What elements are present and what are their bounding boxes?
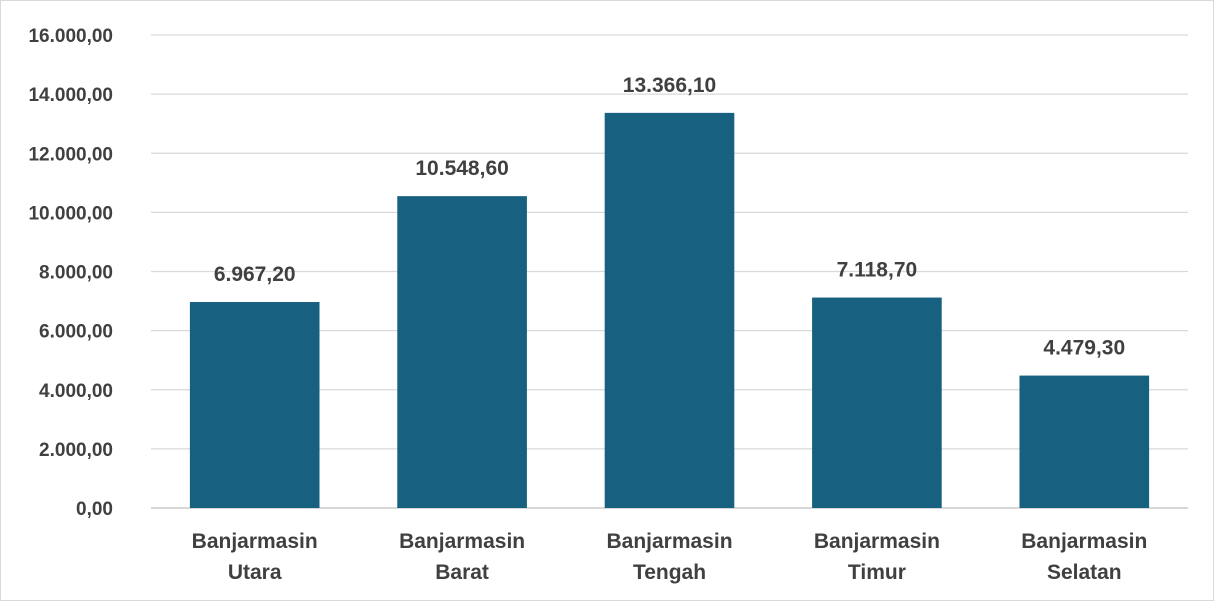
data-label: 10.548,60 bbox=[415, 157, 508, 180]
y-axis-ticks: 0,00 2.000,00 4.000,00 6.000,00 8.000,00 10.0… bbox=[28, 26, 113, 520]
y-tick-label: 10.000,00 bbox=[28, 203, 113, 224]
x-tick-label: Banjarmasin bbox=[606, 530, 732, 553]
y-tick-label: 16.000,00 bbox=[28, 26, 113, 47]
x-tick-label: Timur bbox=[848, 561, 906, 584]
bar bbox=[812, 297, 942, 508]
bar bbox=[1019, 375, 1150, 508]
bar bbox=[397, 196, 527, 508]
x-tick-label: Tengah bbox=[633, 561, 706, 584]
y-tick-label: 4.000,00 bbox=[39, 381, 113, 402]
data-label: 13.366,10 bbox=[623, 74, 716, 97]
y-tick-label: 0,00 bbox=[76, 499, 113, 520]
x-axis-ticks: Banjarmasin Utara Banjarmasin Barat Banjarma… bbox=[192, 530, 1148, 584]
data-label: 7.118,70 bbox=[837, 259, 918, 282]
y-tick-label: 6.000,00 bbox=[39, 322, 113, 343]
x-tick-label: Banjarmasin bbox=[1021, 530, 1147, 553]
x-tick-label: Selatan bbox=[1047, 561, 1122, 584]
x-tick-label: Barat bbox=[435, 561, 489, 584]
bar bbox=[604, 112, 735, 508]
y-tick-label: 8.000,00 bbox=[39, 263, 113, 284]
data-label: 4.479,30 bbox=[1043, 337, 1125, 360]
x-tick-label: Utara bbox=[228, 561, 282, 584]
bar bbox=[189, 302, 320, 508]
x-tick-label: Banjarmasin bbox=[192, 530, 318, 553]
y-tick-label: 14.000,00 bbox=[28, 85, 113, 106]
y-tick-label: 12.000,00 bbox=[28, 144, 113, 165]
bars bbox=[189, 112, 1150, 508]
data-label: 6.967,20 bbox=[214, 263, 296, 286]
y-tick-label: 2.000,00 bbox=[39, 440, 113, 461]
x-tick-label: Banjarmasin bbox=[814, 530, 940, 553]
data-labels: 6.967,20 10.548,60 13.366,10 7.118,70 4.479,… bbox=[214, 74, 1125, 360]
x-tick-label: Banjarmasin bbox=[399, 530, 525, 553]
